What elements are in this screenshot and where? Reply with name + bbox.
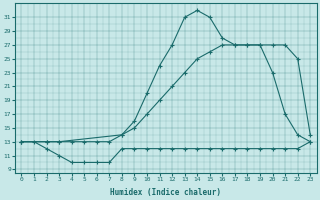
X-axis label: Humidex (Indice chaleur): Humidex (Indice chaleur) xyxy=(110,188,221,197)
